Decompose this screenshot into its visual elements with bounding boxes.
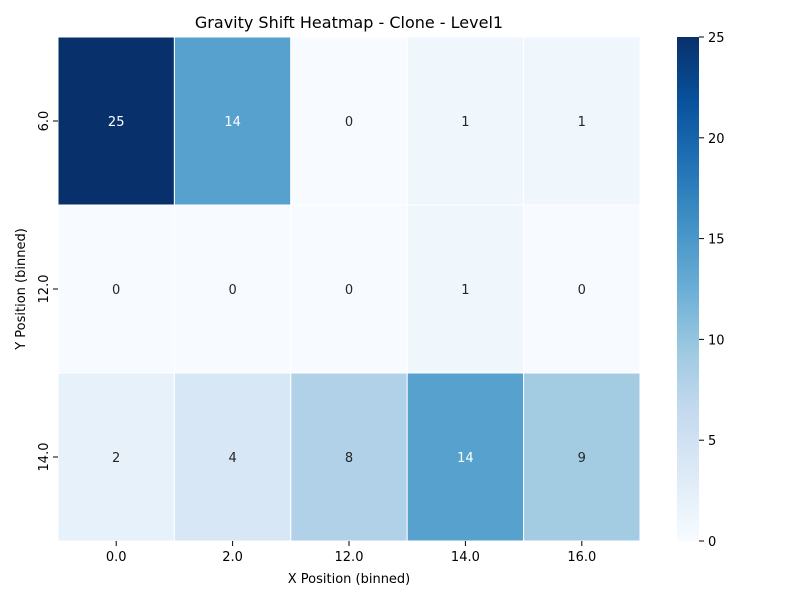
cell-value-label: 25 xyxy=(108,115,125,130)
colorbar-ticks: 0 5 10 15 20 25 xyxy=(699,31,725,550)
heatmap-cell xyxy=(57,204,175,374)
heatmap-cell xyxy=(523,372,641,542)
x-tick-label: 16.0 xyxy=(567,550,596,565)
heatmap-cell xyxy=(406,372,525,542)
x-tick-label: 2.0 xyxy=(222,550,243,565)
heatmap-cell xyxy=(57,36,175,206)
y-tick-label: 6.0 xyxy=(37,111,52,132)
cell-value-label: 2 xyxy=(112,451,120,466)
heatmap-cell xyxy=(290,372,408,542)
x-tick-label: 0.0 xyxy=(106,550,127,565)
cell-value-label: 0 xyxy=(112,283,120,298)
cell-value-label: 14 xyxy=(224,115,241,130)
y-axis-label: Y Position (binned) xyxy=(14,228,29,351)
cell-value-label: 9 xyxy=(578,451,586,466)
x-tick-label: 14.0 xyxy=(451,550,480,565)
colorbar-tick-label: 15 xyxy=(708,233,725,248)
colorbar xyxy=(677,37,699,541)
heatmap-cell xyxy=(523,204,641,374)
colorbar-tick-label: 0 xyxy=(708,535,716,550)
heatmap-cell xyxy=(173,36,292,206)
x-axis-label: X Position (binned) xyxy=(288,572,411,587)
x-tick-label: 12.0 xyxy=(335,550,364,565)
heatmap-cell xyxy=(523,36,641,206)
heatmap-cell xyxy=(173,372,292,542)
cell-value-label: 4 xyxy=(228,451,236,466)
cell-value-label: 1 xyxy=(461,115,469,130)
x-axis: 0.0 2.0 12.0 14.0 16.0 xyxy=(106,541,596,565)
y-tick-label: 12.0 xyxy=(37,275,52,304)
cell-value-label: 14 xyxy=(457,451,474,466)
heatmap-cell xyxy=(406,36,525,206)
cell-value-label: 1 xyxy=(461,283,469,298)
colorbar-tick-label: 20 xyxy=(708,132,725,147)
heatmap-cell xyxy=(290,36,408,206)
cell-value-label: 1 xyxy=(578,115,586,130)
cell-value-label: 8 xyxy=(345,451,353,466)
cell-value-label: 0 xyxy=(228,283,236,298)
chart-title: Gravity Shift Heatmap - Clone - Level1 xyxy=(195,13,503,32)
colorbar-tick-label: 10 xyxy=(708,333,725,348)
y-axis: 6.0 12.0 14.0 xyxy=(37,111,58,472)
colorbar-tick-label: 5 xyxy=(708,434,716,449)
heatmap-cell xyxy=(290,204,408,374)
cell-value-label: 0 xyxy=(345,283,353,298)
cell-value-label: 0 xyxy=(345,115,353,130)
heatmap-cells: 25 14 0 1 1 0 0 0 1 0 2 4 8 14 9 xyxy=(57,36,641,542)
cell-value-label: 0 xyxy=(578,283,586,298)
y-tick-label: 14.0 xyxy=(37,443,52,472)
colorbar-tick-label: 25 xyxy=(708,31,725,46)
